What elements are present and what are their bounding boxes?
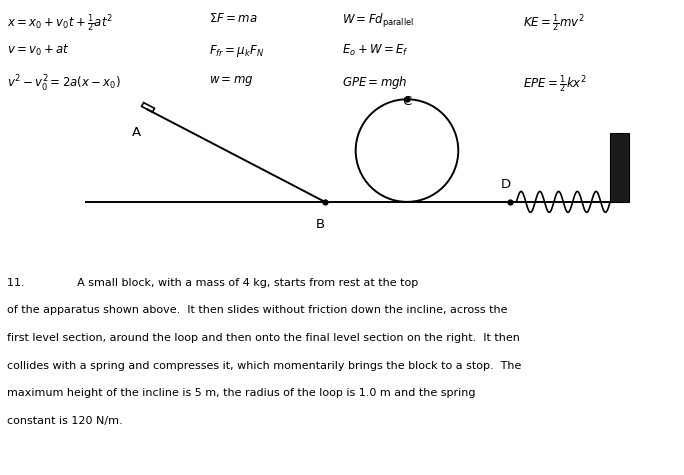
Bar — [610, 133, 629, 202]
Text: $KE = \frac{1}{2}mv^2$: $KE = \frac{1}{2}mv^2$ — [523, 12, 585, 34]
Text: $W = Fd_{\mathrm{parallel}}$: $W = Fd_{\mathrm{parallel}}$ — [342, 12, 414, 30]
Text: $w = mg$: $w = mg$ — [209, 74, 253, 87]
Text: $x = x_0 + v_0t + \frac{1}{2}at^2$: $x = x_0 + v_0t + \frac{1}{2}at^2$ — [7, 12, 113, 34]
Text: D: D — [501, 178, 511, 191]
Text: C: C — [402, 95, 412, 108]
Text: $v = v_0 + at$: $v = v_0 + at$ — [7, 43, 69, 58]
Text: $v^2 - v_0^2 = 2a(x - x_0)$: $v^2 - v_0^2 = 2a(x - x_0)$ — [7, 74, 120, 94]
Text: of the apparatus shown above.  It then slides without friction down the incline,: of the apparatus shown above. It then sl… — [7, 305, 508, 315]
Text: maximum height of the incline is 5 m, the radius of the loop is 1.0 m and the sp: maximum height of the incline is 5 m, th… — [7, 388, 475, 398]
Text: A: A — [132, 126, 142, 139]
Text: B: B — [315, 218, 325, 231]
Text: 11.               A small block, with a mass of 4 kg, starts from rest at the to: 11. A small block, with a mass of 4 kg, … — [7, 278, 418, 288]
Text: $\Sigma F = ma$: $\Sigma F = ma$ — [209, 12, 257, 25]
Text: $GPE = mgh$: $GPE = mgh$ — [342, 74, 408, 91]
Text: collides with a spring and compresses it, which momentarily brings the block to : collides with a spring and compresses it… — [7, 361, 521, 370]
Text: $F_{fr} = \mu_k F_N$: $F_{fr} = \mu_k F_N$ — [209, 43, 264, 59]
Text: $E_o + W = E_f$: $E_o + W = E_f$ — [342, 43, 408, 58]
Text: first level section, around the loop and then onto the final level section on th: first level section, around the loop and… — [7, 333, 520, 343]
Text: constant is 120 N/m.: constant is 120 N/m. — [7, 416, 122, 426]
Text: $EPE = \frac{1}{2}kx^2$: $EPE = \frac{1}{2}kx^2$ — [523, 74, 587, 95]
